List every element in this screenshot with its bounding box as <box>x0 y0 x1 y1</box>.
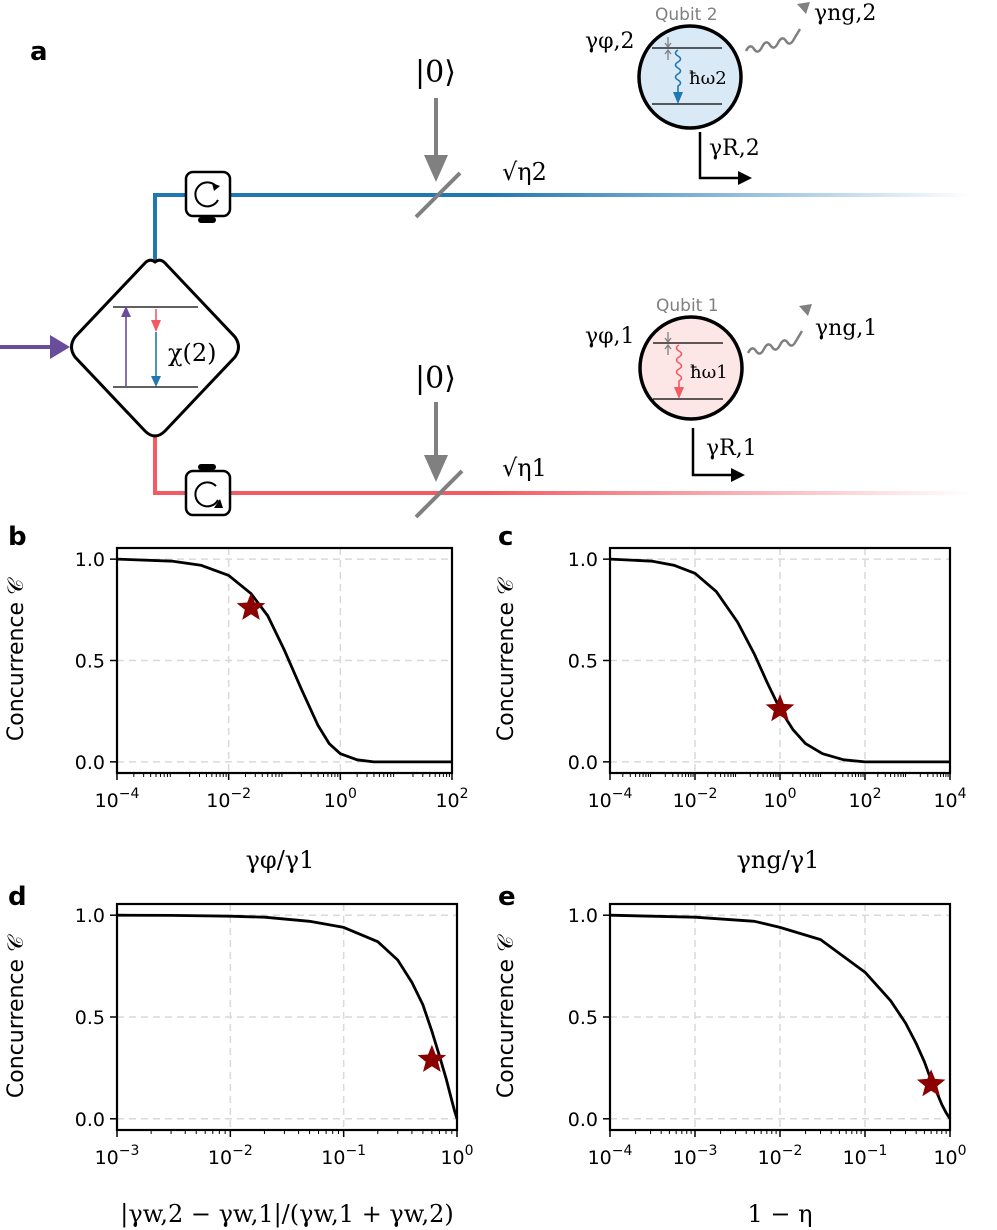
x-tick-label: 100 <box>324 786 357 812</box>
chart-d: 10−3 10−2 10−1 100 0.0 0.5 1.0 Concurrence 𝒞 |γw… <box>4 902 474 1229</box>
y-tick-label: 0.5 <box>568 1007 598 1029</box>
chart-c: 10−4 10−2 100 102 104 0.0 0.5 1.0 Concurrence 𝒞 γ… <box>494 546 967 874</box>
panel-label-a: a <box>30 37 48 67</box>
qubit-1: Qubit 1 ħω1 γφ,1 γng,1 γR,1 <box>585 296 877 482</box>
y-tick-label: 1.0 <box>75 905 105 927</box>
y-axis-label: Concurrence 𝒞 <box>494 934 519 1098</box>
x-tick-label: 10−3 <box>673 1143 718 1169</box>
panel-label-e: e <box>498 882 516 912</box>
y-axis-label: Concurrence 𝒞 <box>4 577 29 741</box>
x-tick-label: 10−4 <box>588 786 633 812</box>
qubit2-title: Qubit 2 <box>655 5 718 25</box>
operating-point-star <box>417 1044 447 1072</box>
concurrence-curve <box>116 913 459 1120</box>
y-tick-label: 1.0 <box>75 549 105 571</box>
y-tick-label: 0.0 <box>568 752 598 774</box>
x-tick-label: 100 <box>933 1143 966 1169</box>
x-tick-label: 10−2 <box>673 786 718 812</box>
x-axis-label: γng/γ1 <box>737 846 820 874</box>
concurrence-curve <box>609 557 950 764</box>
panel-label-c: c <box>498 522 513 552</box>
x-tick-label: 10−3 <box>95 1143 140 1169</box>
x-tick-label: 10−4 <box>588 1143 633 1169</box>
y-tick-label: 0.0 <box>568 1109 598 1131</box>
qubit1-gamma-r: γR,1 <box>706 436 757 461</box>
y-tick-label: 0.0 <box>75 752 105 774</box>
circulator-bottom <box>184 464 232 517</box>
waveguide-bottom <box>153 436 970 495</box>
vacuum-ket-top: |0⟩ <box>415 55 456 90</box>
y-tick-label: 0.0 <box>75 1109 105 1131</box>
x-axis-label: |γw,2 − γw,1|/(γw,1 + γw,2) <box>120 1200 453 1229</box>
x-tick-label: 10−2 <box>208 1143 253 1169</box>
beam-splitter-top: |0⟩ √η2 <box>414 55 547 219</box>
qubit1-hw: ħω1 <box>690 362 728 383</box>
x-tick-label: 100 <box>440 1143 473 1169</box>
y-tick-label: 0.5 <box>75 651 105 673</box>
x-tick-label: 10−1 <box>321 1143 366 1169</box>
qubit1-gamma-ng: γng,1 <box>815 316 877 341</box>
x-axis-label: γφ/γ1 <box>246 846 315 874</box>
x-tick-label: 104 <box>933 786 966 812</box>
concurrence-curve <box>116 557 452 764</box>
x-tick-label: 100 <box>763 786 796 812</box>
x-tick-label: 102 <box>435 786 468 812</box>
chart-e: 10−4 10−3 10−2 10−1 100 0.0 0.5 1.0 Concurrence … <box>494 902 967 1228</box>
qubit1-title: Qubit 1 <box>656 296 719 316</box>
operating-point-star <box>236 592 266 620</box>
y-axis-label: Concurrence 𝒞 <box>494 577 519 741</box>
operating-point-star <box>765 694 795 722</box>
y-tick-label: 1.0 <box>568 549 598 571</box>
qubit1-gamma-phi: γφ,1 <box>585 324 635 349</box>
chart-b: 10−4 10−2 100 102 0.0 0.5 1.0 Concurrence 𝒞 γφ/γ… <box>4 546 469 874</box>
axes-frame <box>608 902 952 1132</box>
panel-label-b: b <box>8 522 27 552</box>
nonlinear-crystal: χ(2) <box>70 258 240 438</box>
x-tick-label: 10−2 <box>206 786 251 812</box>
vacuum-ket-bottom: |0⟩ <box>415 361 456 396</box>
qubit2-gamma-ng: γng,2 <box>814 1 876 26</box>
eta1-label: √η1 <box>502 454 547 482</box>
qubit2-gamma-r: γR,2 <box>709 136 760 161</box>
pump-arrow <box>0 335 70 359</box>
circulator-top <box>184 170 232 223</box>
y-tick-label: 1.0 <box>568 905 598 927</box>
axes-frame <box>608 546 952 775</box>
y-tick-label: 0.5 <box>568 651 598 673</box>
eta2-label: √η2 <box>502 158 547 186</box>
waveguide-top <box>153 193 970 260</box>
qubit-2: Qubit 2 ħω2 γφ,2 γng,2 γR,2 <box>585 1 876 185</box>
axes-frame <box>115 902 459 1132</box>
chi2-label: χ(2) <box>168 339 217 367</box>
x-tick-label: 10−2 <box>758 1143 803 1169</box>
beam-splitter-bottom: |0⟩ √η1 <box>414 361 547 519</box>
operating-point-star <box>916 1069 946 1097</box>
x-axis-label: 1 − η <box>747 1200 812 1228</box>
concurrence-curve <box>609 913 952 1120</box>
y-tick-label: 0.5 <box>75 1007 105 1029</box>
qubit2-hw: ħω2 <box>689 68 727 89</box>
axes-frame <box>115 546 454 775</box>
x-tick-label: 10−1 <box>843 1143 888 1169</box>
x-tick-label: 10−4 <box>95 786 140 812</box>
x-tick-label: 102 <box>848 786 881 812</box>
y-axis-label: Concurrence 𝒞 <box>4 934 29 1098</box>
qubit2-gamma-phi: γφ,2 <box>585 29 635 54</box>
panel-label-d: d <box>8 882 27 912</box>
